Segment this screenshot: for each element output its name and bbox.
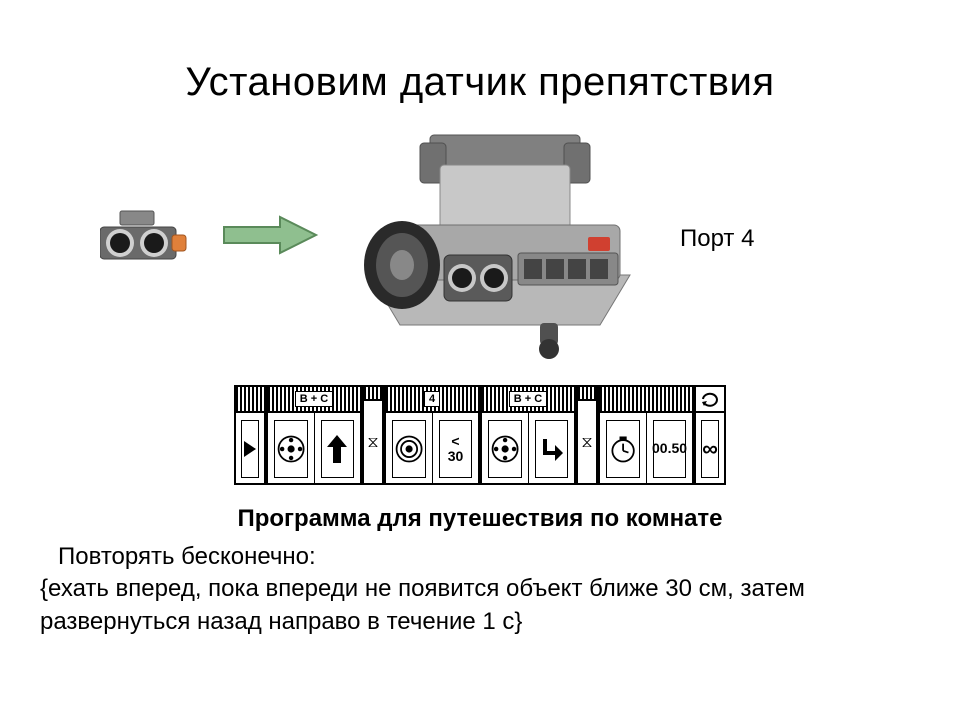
page-title: Установим датчик препятствия <box>0 0 960 125</box>
description-text: Повторять бесконечно: {ехать вперед, пок… <box>0 533 960 638</box>
illustration-area: Порт 4 <box>0 125 960 385</box>
program-block-0 <box>234 385 266 485</box>
arrow-icon <box>220 215 320 255</box>
program-blocks-row: B + C⧖4<30B + C⧖00.50∞ <box>0 385 960 485</box>
description-line-0: Повторять бесконечно: <box>40 541 920 573</box>
program-block-5: ∞ <box>694 385 726 485</box>
program-block-1: B + C <box>266 385 362 485</box>
port-label: Порт 4 <box>680 225 754 253</box>
robot-icon <box>340 125 660 365</box>
description-line-1: {ехать вперед, пока впереди не появится … <box>40 573 920 638</box>
sensor-icon <box>100 205 190 265</box>
program-connector: ⧖ <box>362 385 384 485</box>
program-block-3: B + C <box>480 385 576 485</box>
program-block-2: 4<30 <box>384 385 480 485</box>
program-connector: ⧖ <box>576 385 598 485</box>
program-block-4: 00.50 <box>598 385 694 485</box>
description-heading: Программа для путешествия по комнате <box>0 505 960 533</box>
